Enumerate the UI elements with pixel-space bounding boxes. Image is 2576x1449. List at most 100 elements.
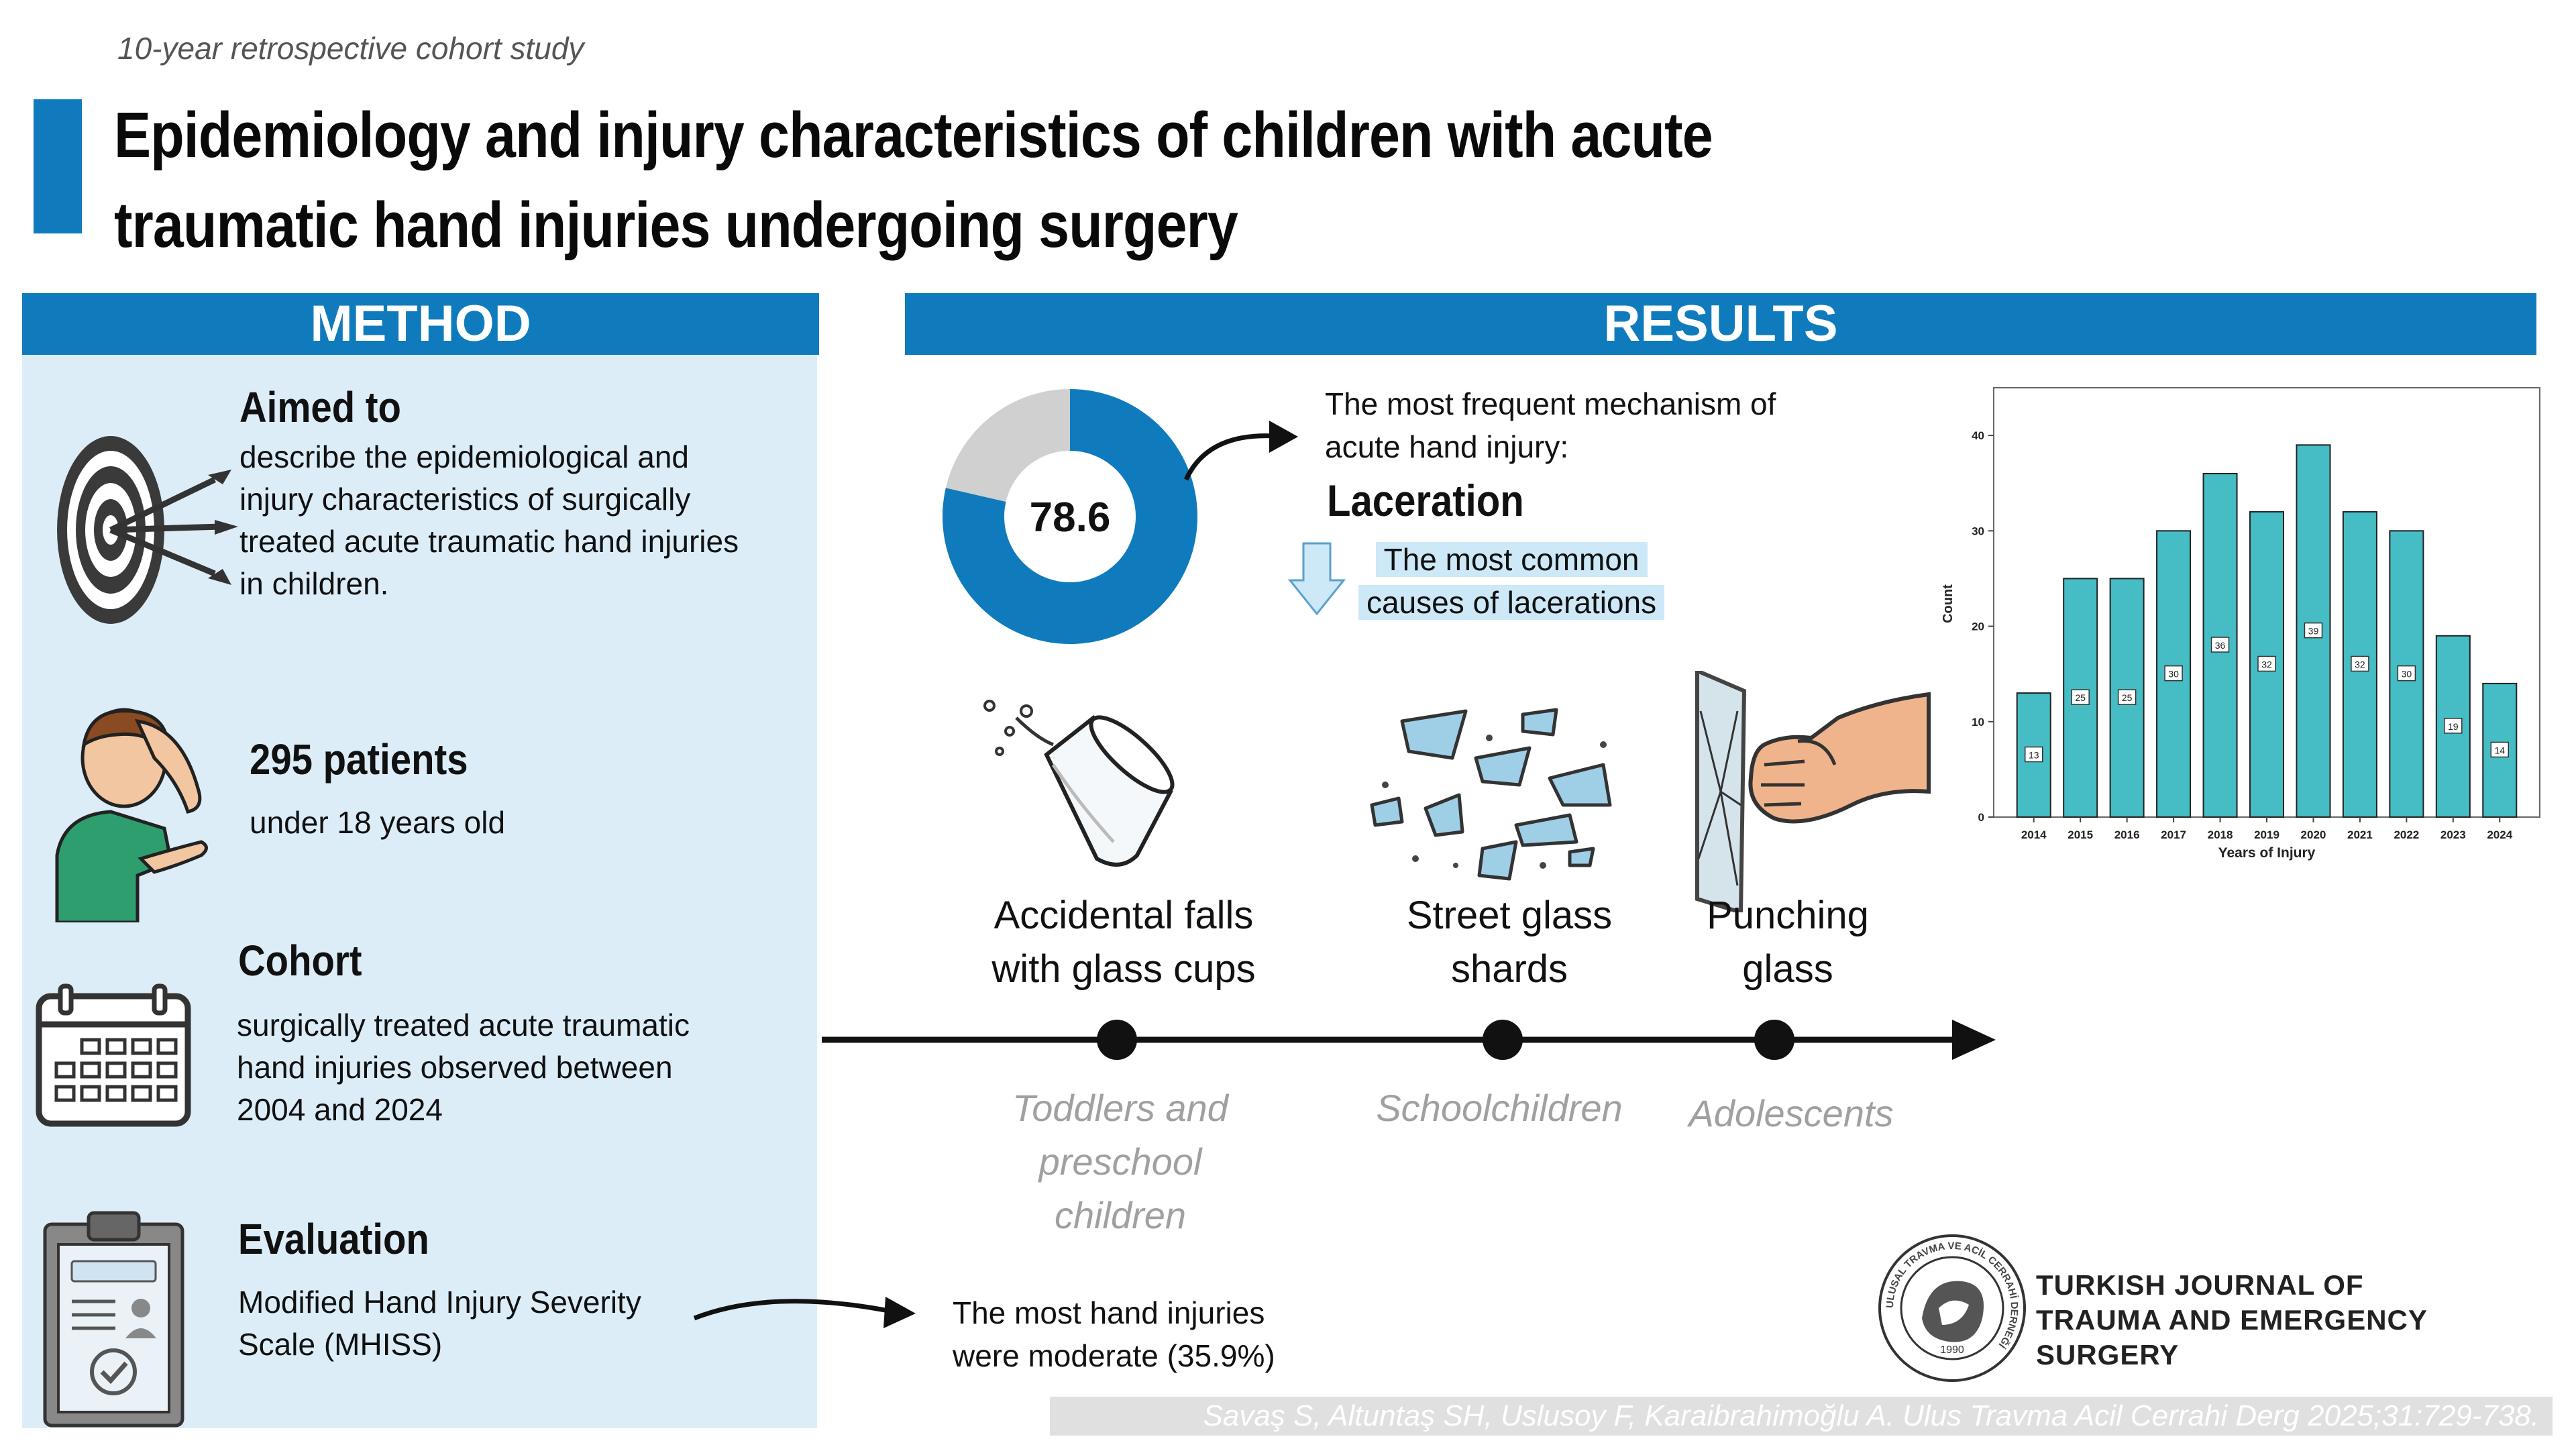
chart-y-tick-label: 30: [1972, 525, 1984, 537]
cohort-text: surgically treated acute traumatic hand …: [237, 1004, 800, 1131]
age-label-toddlers: Toddlers and preschool children: [953, 1081, 1288, 1242]
patients-text: under 18 years old: [250, 805, 506, 840]
chart-data-label: 30: [2168, 669, 2179, 680]
chart-data-label: 25: [2122, 692, 2133, 703]
evaluation-line: Modified Hand Injury Severity: [238, 1285, 641, 1320]
chart-data-label-box: [2257, 655, 2276, 672]
cause-label-street-glass: Street glass shards: [1342, 889, 1677, 996]
mechanism-line: acute hand injury:: [1325, 429, 1569, 464]
chart-data-label-box: [2397, 665, 2416, 682]
cause-line: with glass cups: [991, 947, 1256, 991]
chart-y-tick-label: 10: [1972, 716, 1984, 729]
chart-x-tick-label: 2022: [2394, 828, 2419, 841]
chart-data-label: 39: [2308, 626, 2319, 637]
chart-data-label-box: [2071, 689, 2090, 705]
donut-value-label: 78.6: [1030, 494, 1111, 541]
evaluation-text: Modified Hand Injury Severity Scale (MHI…: [238, 1281, 802, 1366]
timeline-dot: [1754, 1020, 1794, 1060]
chart-data-label: 30: [2402, 669, 2412, 680]
chart-x-tick-label: 2019: [2254, 828, 2279, 841]
age-label-adolescents: Adolescents: [1623, 1087, 1959, 1140]
cohort-line: surgically treated acute traumatic: [237, 1008, 690, 1042]
chart-x-tick-label: 2016: [2114, 828, 2140, 841]
chart-data-label: 19: [2448, 721, 2459, 732]
cause-label-glass-cups: Accidental falls with glass cups: [956, 889, 1291, 996]
chart-data-label: 32: [2261, 659, 2272, 669]
aim-line: injury characteristics of surgically: [239, 482, 691, 517]
glass-shards-icon: [1370, 708, 1612, 881]
aim-line: treated acute traumatic hand injuries: [239, 524, 739, 559]
causes-label: The most common causes of lacerations: [1358, 538, 1665, 624]
chart-x-tick-label: 2021: [2347, 828, 2373, 841]
chart-y-tick-label: 0: [1978, 811, 1984, 824]
cause-label-punching-glass: Punching glass: [1620, 889, 1955, 996]
cause-line: Accidental falls: [994, 894, 1254, 937]
chart-data-label: 13: [2029, 750, 2039, 761]
age-label-schoolchildren: Schoolchildren: [1332, 1081, 1667, 1135]
title-line-1: Epidemiology and injury characteristics …: [114, 99, 1713, 171]
chart-y-tick-label: 40: [1972, 429, 1984, 442]
study-type-label: 10-year retrospective cohort study: [117, 31, 584, 66]
severity-line: The most hand injuries: [953, 1295, 1265, 1330]
chart-x-tick-label: 2014: [2021, 828, 2047, 841]
title-line-2: traumatic hand injuries undergoing surge…: [114, 189, 1238, 261]
causes-line-1: The most common: [1375, 542, 1648, 577]
age-line: Toddlers and: [1012, 1087, 1228, 1129]
cause-line: shards: [1450, 947, 1568, 991]
chart-data-label-box: [2210, 637, 2230, 653]
citation: Savaş S, Altuntaş SH, Uslusoy F, Karaibr…: [1050, 1397, 2553, 1436]
child-patient-icon: [55, 708, 208, 922]
cause-line: Punching: [1707, 894, 1869, 937]
chart-x-tick-label: 2017: [2161, 828, 2186, 841]
years-bar-chart: 0 10 20 30 40 13 2014 25 2015 25 2016 30 2017 36 2018…: [1941, 387, 2540, 861]
aim-line: describe the epidemiological and: [239, 439, 689, 474]
mechanism-arrow-icon: [1183, 421, 1298, 481]
method-heading: METHOD: [22, 293, 819, 355]
journal-line: TURKISH JOURNAL OF: [2036, 1269, 2364, 1301]
journal-line: TRAUMA AND EMERGENCY SURGERY: [2036, 1304, 2428, 1371]
mechanism-text: The most frequent mechanism of acute han…: [1325, 382, 1776, 468]
severity-text: The most hand injuries were moderate (35…: [953, 1291, 1275, 1377]
chart-x-tick-label: 2018: [2208, 828, 2233, 841]
chart-data-label: 32: [2355, 659, 2365, 669]
target-icon: [57, 436, 238, 624]
calendar-icon: [36, 983, 191, 1127]
severity-line: were moderate (35.9%): [953, 1338, 1275, 1373]
clipboard-icon: [43, 1211, 184, 1428]
cohort-line: hand injuries observed between: [237, 1050, 673, 1085]
punching-glass-icon: [1695, 671, 1931, 912]
evaluation-title: Evaluation: [238, 1215, 429, 1263]
chart-data-label-box: [2164, 665, 2183, 682]
seal-year: 1990: [1940, 1344, 1964, 1356]
results-heading: RESULTS: [905, 293, 2536, 355]
chart-data-label-box: [2304, 622, 2323, 639]
laceration-donut-chart: 78.6: [943, 389, 1197, 644]
glass-cup-icon: [983, 700, 1175, 867]
patients-title: 295 patients: [250, 735, 468, 784]
chart-data-label: 14: [2494, 745, 2505, 755]
cohort-title: Cohort: [238, 936, 362, 985]
chart-x-tick-label: 2015: [2068, 828, 2093, 841]
chart-data-label: 36: [2215, 640, 2226, 651]
chart-y-tick-label: 20: [1972, 621, 1984, 633]
journal-name: TURKISH JOURNAL OF TRAUMA AND EMERGENCY …: [2036, 1268, 2576, 1373]
timeline-dot: [1097, 1020, 1137, 1060]
aim-text: describe the epidemiological and injury …: [239, 436, 803, 605]
chart-x-tick-label: 2024: [2487, 828, 2512, 841]
evaluation-arrow-icon: [693, 1297, 916, 1328]
title-accent-bar: [34, 99, 82, 233]
page-title: Epidemiology and injury characteristics …: [114, 91, 1713, 270]
cause-line: glass: [1742, 947, 1833, 991]
age-timeline: [822, 1020, 1996, 1060]
chart-data-label-box: [2024, 746, 2043, 763]
laceration-title: Laceration: [1327, 476, 1524, 525]
journal-seal-logo: ULUSAL TRAVMA VE ACİL CERRAHİ DERNEĞİ 19…: [1878, 1234, 2026, 1382]
age-line: children: [1054, 1194, 1187, 1236]
down-arrow-icon: [1287, 542, 1346, 616]
chart-data-label: 25: [2075, 692, 2086, 703]
causes-line-2: causes of lacerations: [1358, 585, 1665, 620]
cause-line: Street glass: [1406, 894, 1613, 937]
cohort-line: 2004 and 2024: [237, 1092, 443, 1127]
chart-data-label-box: [2351, 655, 2369, 672]
chart-x-axis-label: Years of Injury: [2218, 845, 2316, 861]
